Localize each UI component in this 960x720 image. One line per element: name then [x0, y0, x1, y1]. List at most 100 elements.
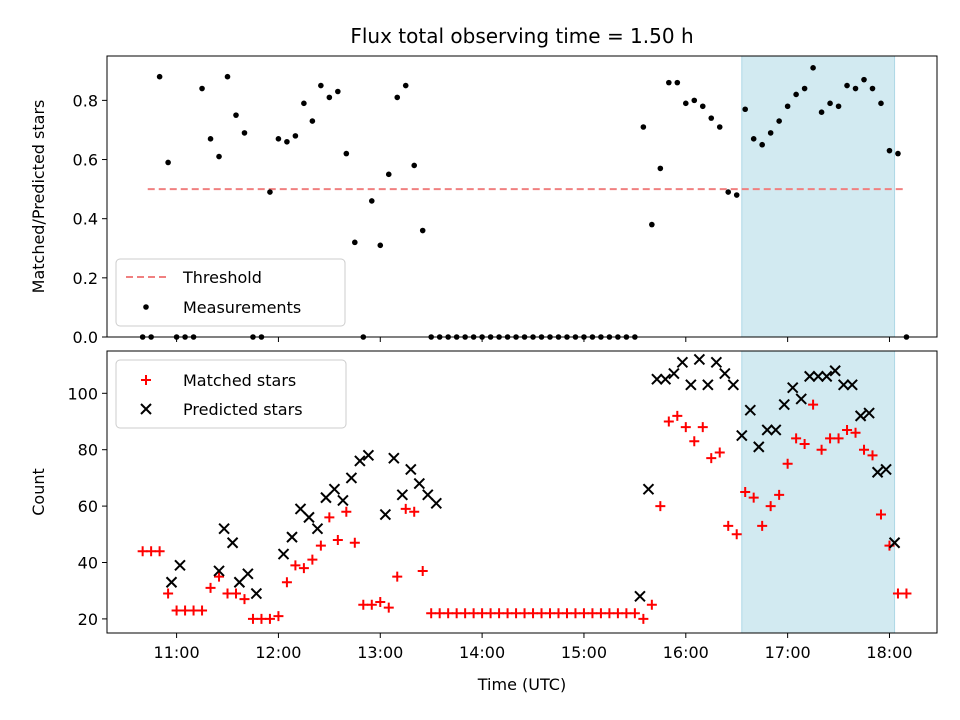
matched-stars-point	[426, 608, 437, 619]
matched-stars-point	[468, 608, 479, 619]
predicted-stars-point	[213, 565, 225, 577]
matched-stars-point	[137, 546, 148, 557]
x-tick-label: 18:00	[866, 643, 912, 662]
matched-stars-point	[731, 529, 742, 540]
predicted-stars-point	[320, 491, 332, 504]
matched-stars-point	[247, 613, 258, 624]
measurement-point	[750, 136, 757, 142]
measurement-point	[895, 150, 901, 157]
matched-stars-point	[477, 608, 488, 619]
x-tick-label: 14:00	[459, 643, 505, 662]
matched-stars-point	[612, 608, 623, 619]
top-panel: 0.0 0.2 0.4 0.6 0.8 Matched/Predicted stars Th…	[29, 55, 938, 347]
matched-stars-point	[791, 433, 802, 444]
matched-stars-point	[833, 433, 844, 444]
measurement-point	[699, 103, 706, 110]
matched-stars-point	[842, 424, 853, 435]
predicted-stars-point	[634, 590, 646, 603]
x-tick-label: 11:00	[154, 643, 200, 662]
predicted-stars-point	[379, 508, 392, 521]
legend-box	[115, 359, 347, 429]
matched-stars-point	[298, 563, 309, 574]
predicted-stars-point	[659, 373, 672, 385]
predicted-stars-point	[702, 379, 714, 391]
predicted-stars-point	[863, 407, 875, 419]
legend-threshold-label: Threshold	[182, 268, 262, 287]
predicted-stars-point	[174, 559, 186, 572]
measurement-point	[759, 141, 765, 148]
matched-stars-point	[366, 599, 377, 610]
x-axis-label: Time (UTC)	[477, 675, 566, 694]
matched-stars-point	[774, 489, 785, 500]
predicted-stars-point	[294, 503, 307, 515]
predicted-stars-point	[396, 489, 409, 501]
predicted-stars-point	[736, 429, 748, 442]
matched-stars-point	[587, 608, 598, 619]
predicted-stars-point	[328, 483, 341, 495]
y-axis-label: Count	[29, 468, 48, 516]
measurement-point	[725, 189, 732, 195]
matched-stars-point	[714, 447, 725, 458]
x-tick-label: 17:00	[765, 643, 811, 662]
predicted-stars-point	[218, 522, 230, 535]
predicted-stars-point	[803, 370, 816, 383]
y-tick-label: 100	[67, 384, 98, 403]
matched-stars-point	[595, 608, 606, 619]
matched-stars-point	[214, 571, 225, 582]
matched-stars-point	[629, 608, 640, 619]
measurement-point	[776, 118, 782, 124]
matched-stars-point	[859, 444, 870, 455]
matched-stars-point	[578, 608, 589, 619]
matched-stars-point	[799, 439, 810, 450]
x-tick-label: 16:00	[663, 643, 709, 662]
matched-stars-point	[748, 492, 759, 503]
matched-stars-point	[672, 410, 683, 421]
matched-stars-point	[163, 588, 174, 599]
predicted-stars-point	[837, 379, 850, 391]
measurement-point	[852, 85, 859, 92]
measurement-point	[377, 242, 384, 249]
measurement-point	[199, 85, 205, 92]
matched-stars-point	[273, 611, 284, 622]
predicted-stars-point	[422, 489, 434, 501]
predicted-stars-point	[787, 381, 799, 394]
measurement-point	[216, 153, 222, 160]
matched-stars-point	[409, 506, 420, 517]
measurement-point	[267, 189, 273, 195]
legend-box	[115, 258, 346, 327]
legend-measurements-swatch	[143, 304, 149, 310]
measurement-point	[207, 136, 214, 142]
measurement-point	[419, 227, 426, 234]
matched-stars-point	[545, 608, 556, 619]
matched-stars-point	[782, 458, 793, 469]
predicted-stars-point	[770, 424, 782, 436]
matched-stars-point	[281, 577, 292, 588]
predicted-stars-point	[710, 356, 723, 368]
predicted-stars-point	[888, 537, 901, 549]
predicted-stars-point	[354, 455, 366, 467]
matched-stars-point	[197, 605, 208, 616]
matched-stars-point	[519, 608, 530, 619]
measurement-point	[767, 130, 774, 136]
matched-stars-point	[816, 444, 827, 455]
chart-title: Flux total observing time = 1.50 h	[350, 24, 693, 48]
matched-stars-point	[188, 605, 199, 616]
measurement-point	[394, 94, 401, 101]
matched-stars-point	[358, 599, 369, 610]
y-tick-label: 0.4	[73, 210, 98, 229]
matched-stars-point	[706, 453, 717, 464]
measurement-point	[869, 85, 876, 92]
predicted-stars-point	[226, 537, 239, 549]
matched-stars-point	[171, 605, 182, 616]
predicted-stars-point	[676, 356, 689, 368]
bottom-panel: 20 40 60 80 100 11:00 12:00 13:00 14:00 15:00 16:0…	[29, 350, 938, 694]
measurement-point	[733, 192, 740, 198]
y-tick-label: 20	[78, 610, 98, 629]
measurement-point	[640, 124, 647, 130]
predicted-stars-point	[854, 410, 867, 422]
predicted-stars-point	[250, 587, 263, 600]
measurement-point	[691, 97, 698, 104]
matched-stars-point	[765, 501, 776, 512]
measurement-point	[784, 103, 791, 110]
